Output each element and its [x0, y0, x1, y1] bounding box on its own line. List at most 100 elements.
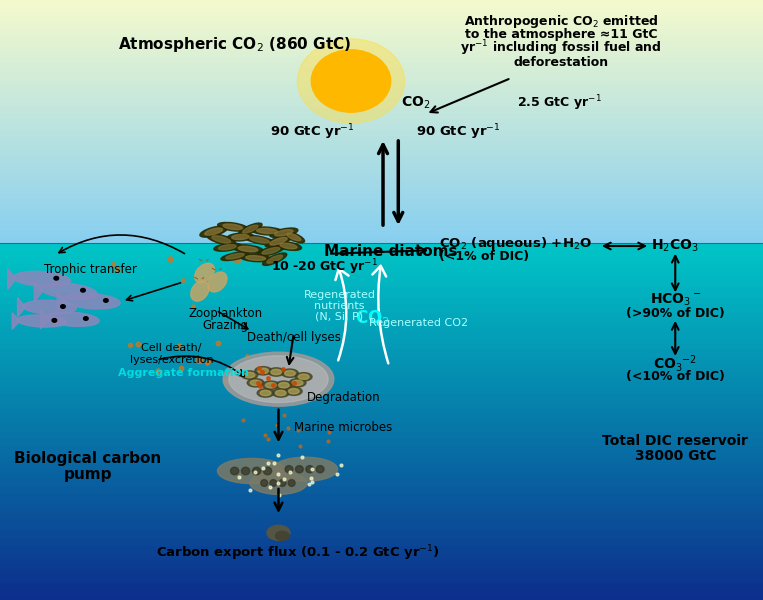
Ellipse shape — [285, 370, 295, 376]
Ellipse shape — [212, 236, 230, 243]
Text: 2.5 GtC yr$^{-1}$: 2.5 GtC yr$^{-1}$ — [517, 94, 602, 113]
Ellipse shape — [257, 245, 285, 256]
Ellipse shape — [298, 374, 309, 379]
Ellipse shape — [232, 235, 249, 239]
Ellipse shape — [221, 252, 249, 260]
Ellipse shape — [267, 255, 282, 263]
Ellipse shape — [282, 369, 298, 377]
Ellipse shape — [46, 312, 99, 326]
Text: nutrients: nutrients — [314, 301, 365, 311]
Ellipse shape — [275, 532, 289, 540]
Ellipse shape — [278, 383, 289, 388]
Text: lyses/excretion: lyses/excretion — [130, 355, 214, 365]
Ellipse shape — [23, 300, 76, 314]
Ellipse shape — [246, 256, 266, 260]
Ellipse shape — [250, 472, 307, 494]
Ellipse shape — [14, 271, 70, 287]
Text: Aggregate formation: Aggregate formation — [118, 368, 249, 378]
Text: Carbon export flux (0.1 - 0.2 GtC yr$^{-1}$): Carbon export flux (0.1 - 0.2 GtC yr$^{-… — [156, 544, 439, 563]
Ellipse shape — [230, 467, 239, 475]
Text: Atmospheric CO$_2$ (860 GtC): Atmospheric CO$_2$ (860 GtC) — [118, 35, 352, 55]
FancyArrowPatch shape — [336, 269, 349, 361]
Ellipse shape — [244, 235, 275, 245]
Ellipse shape — [270, 479, 277, 487]
Circle shape — [311, 50, 391, 112]
Ellipse shape — [267, 526, 290, 540]
Ellipse shape — [244, 372, 255, 378]
Ellipse shape — [218, 245, 237, 250]
Text: (>90% of DIC): (>90% of DIC) — [626, 307, 725, 320]
Ellipse shape — [285, 387, 302, 395]
Text: HCO$_3$$^-$: HCO$_3$$^-$ — [649, 292, 701, 308]
Ellipse shape — [195, 263, 214, 283]
Ellipse shape — [279, 479, 286, 487]
Circle shape — [52, 319, 56, 322]
Ellipse shape — [251, 227, 283, 235]
Text: Regenerated CO2: Regenerated CO2 — [369, 318, 468, 328]
Text: Regenerated: Regenerated — [304, 290, 375, 300]
Text: Biological carbon: Biological carbon — [14, 451, 161, 467]
Text: (N, Si, P): (N, Si, P) — [315, 312, 364, 322]
Text: 90 GtC yr$^{-1}$: 90 GtC yr$^{-1}$ — [416, 122, 501, 142]
Text: 38000 GtC: 38000 GtC — [635, 449, 716, 463]
Ellipse shape — [266, 235, 291, 247]
Ellipse shape — [204, 228, 223, 235]
Ellipse shape — [287, 233, 301, 241]
Ellipse shape — [275, 381, 292, 389]
Ellipse shape — [256, 229, 278, 233]
Ellipse shape — [306, 466, 314, 473]
Ellipse shape — [288, 389, 299, 394]
Ellipse shape — [292, 380, 303, 385]
Ellipse shape — [289, 379, 306, 387]
Text: Total DIC reservoir: Total DIC reservoir — [602, 434, 749, 448]
Polygon shape — [40, 310, 49, 329]
Text: Degradation: Degradation — [307, 391, 380, 404]
Ellipse shape — [224, 352, 334, 406]
Polygon shape — [34, 280, 43, 301]
Ellipse shape — [241, 371, 258, 379]
Ellipse shape — [250, 380, 261, 385]
Text: CO$_3$$^{-2}$: CO$_3$$^{-2}$ — [653, 352, 697, 373]
Ellipse shape — [238, 246, 258, 252]
Ellipse shape — [217, 458, 286, 484]
Circle shape — [54, 277, 59, 280]
Ellipse shape — [271, 369, 282, 374]
Circle shape — [104, 299, 108, 302]
Ellipse shape — [275, 230, 293, 236]
Ellipse shape — [241, 467, 250, 475]
Ellipse shape — [207, 234, 236, 245]
Ellipse shape — [63, 293, 120, 309]
Polygon shape — [57, 291, 66, 312]
Ellipse shape — [247, 379, 264, 387]
Text: 90 GtC yr$^{-1}$: 90 GtC yr$^{-1}$ — [270, 122, 355, 142]
Ellipse shape — [229, 356, 328, 403]
Text: yr$^{-1}$ including fossil fuel and: yr$^{-1}$ including fossil fuel and — [460, 39, 662, 58]
Text: CO$_2$: CO$_2$ — [401, 95, 430, 112]
Text: 10 -20 GtC yr$^{-1}$: 10 -20 GtC yr$^{-1}$ — [271, 257, 378, 277]
Ellipse shape — [40, 283, 97, 299]
Text: CO$_2$: CO$_2$ — [355, 308, 390, 328]
Ellipse shape — [270, 228, 298, 238]
Ellipse shape — [273, 457, 337, 481]
Circle shape — [84, 317, 89, 320]
Ellipse shape — [214, 243, 241, 251]
Ellipse shape — [268, 368, 285, 376]
Ellipse shape — [261, 479, 268, 487]
Text: Trophic transfer: Trophic transfer — [43, 263, 137, 277]
Ellipse shape — [260, 391, 271, 396]
Ellipse shape — [240, 254, 271, 262]
Text: Marine microbes: Marine microbes — [295, 421, 392, 434]
Text: Zooplankton: Zooplankton — [188, 307, 262, 320]
Ellipse shape — [275, 242, 301, 250]
Text: (<10% of DIC): (<10% of DIC) — [626, 370, 725, 383]
Ellipse shape — [266, 383, 276, 388]
Text: pump: pump — [63, 467, 112, 481]
Ellipse shape — [275, 391, 286, 396]
Polygon shape — [12, 313, 20, 329]
Circle shape — [61, 305, 66, 308]
Ellipse shape — [272, 389, 289, 397]
Ellipse shape — [257, 389, 274, 397]
Ellipse shape — [288, 479, 295, 487]
Ellipse shape — [255, 367, 272, 375]
Text: Grazing: Grazing — [202, 319, 248, 332]
